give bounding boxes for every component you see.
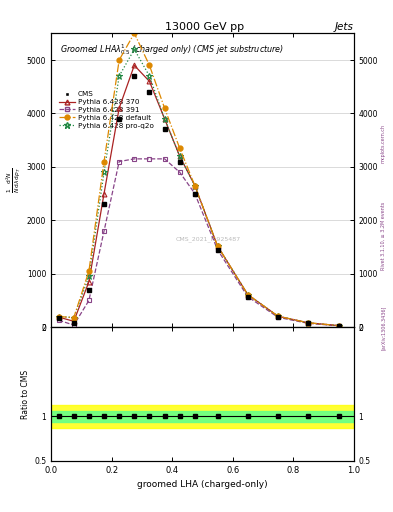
Text: mcplots.cern.ch: mcplots.cern.ch [381, 124, 386, 163]
Text: [arXiv:1306.3436]: [arXiv:1306.3436] [381, 306, 386, 350]
Legend: CMS, Pythia 6.428 370, Pythia 6.428 391, Pythia 6.428 default, Pythia 6.428 pro-: CMS, Pythia 6.428 370, Pythia 6.428 391,… [58, 90, 155, 130]
Text: Rivet 3.1.10, ≥ 3.2M events: Rivet 3.1.10, ≥ 3.2M events [381, 201, 386, 270]
Text: Groomed LHA$\lambda^{1}_{0.5}$ (charged only) (CMS jet substructure): Groomed LHA$\lambda^{1}_{0.5}$ (charged … [60, 42, 284, 57]
Text: Jets: Jets [335, 22, 354, 32]
Y-axis label: Ratio to CMS: Ratio to CMS [21, 370, 30, 419]
Text: CMS_2021_I1925487: CMS_2021_I1925487 [176, 236, 241, 242]
Text: 13000 GeV pp: 13000 GeV pp [165, 22, 244, 32]
X-axis label: groomed LHA (charged-only): groomed LHA (charged-only) [137, 480, 268, 489]
Y-axis label: $\frac{1}{\mathit{N}}\frac{\mathrm{d}^{2}N}{\mathrm{d}\lambda\,\mathrm{d}p_T}$: $\frac{1}{\mathit{N}}\frac{\mathrm{d}^{2… [4, 167, 22, 193]
